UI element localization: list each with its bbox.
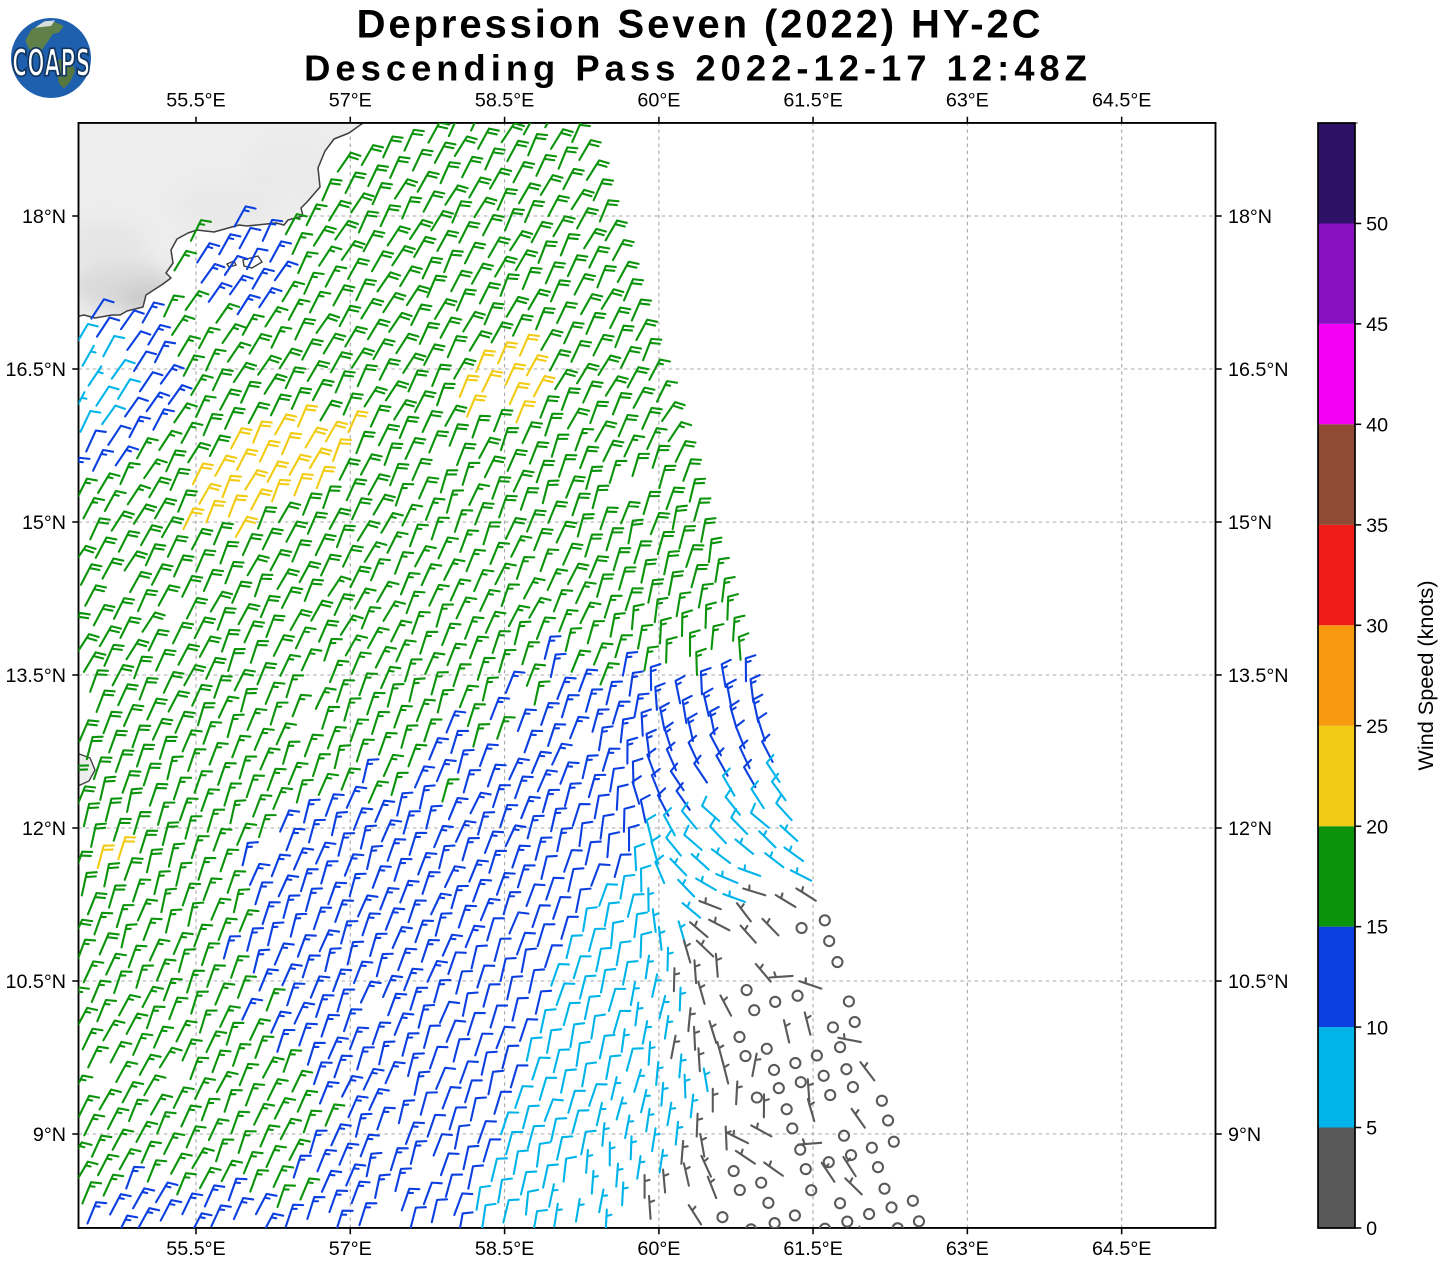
svg-text:50: 50 xyxy=(1366,214,1388,236)
svg-text:25: 25 xyxy=(1366,716,1388,738)
svg-text:13.5°N: 13.5°N xyxy=(1228,665,1289,687)
svg-text:63°E: 63°E xyxy=(946,1238,989,1260)
svg-text:64.5°E: 64.5°E xyxy=(1092,89,1151,111)
svg-text:12°N: 12°N xyxy=(22,818,66,840)
svg-text:10: 10 xyxy=(1366,1017,1388,1039)
svg-text:0: 0 xyxy=(1366,1218,1377,1240)
svg-text:18°N: 18°N xyxy=(22,206,66,228)
svg-text:20: 20 xyxy=(1366,816,1388,838)
svg-text:Wind Speed (knots): Wind Speed (knots) xyxy=(1413,580,1438,770)
svg-text:63°E: 63°E xyxy=(946,89,989,111)
svg-text:18°N: 18°N xyxy=(1228,206,1272,228)
svg-text:64.5°E: 64.5°E xyxy=(1092,1238,1151,1260)
svg-text:Depression Seven (2022) HY-2C: Depression Seven (2022) HY-2C xyxy=(357,3,1044,47)
svg-text:57°E: 57°E xyxy=(329,1238,372,1260)
svg-text:5: 5 xyxy=(1366,1118,1377,1140)
svg-text:15°N: 15°N xyxy=(22,512,66,534)
svg-text:15: 15 xyxy=(1366,917,1388,939)
svg-text:30: 30 xyxy=(1366,615,1388,637)
svg-text:13.5°N: 13.5°N xyxy=(5,665,66,687)
svg-text:9°N: 9°N xyxy=(1228,1124,1261,1146)
svg-text:61.5°E: 61.5°E xyxy=(783,1238,842,1260)
svg-text:Descending Pass 2022-12-17 12:: Descending Pass 2022-12-17 12:48Z xyxy=(304,47,1092,88)
svg-text:10.5°N: 10.5°N xyxy=(1228,971,1289,993)
svg-text:58.5°E: 58.5°E xyxy=(475,1238,534,1260)
svg-text:55.5°E: 55.5°E xyxy=(166,89,225,111)
svg-text:9°N: 9°N xyxy=(33,1124,66,1146)
svg-text:12°N: 12°N xyxy=(1228,818,1272,840)
svg-text:60°E: 60°E xyxy=(637,89,680,111)
svg-text:55.5°E: 55.5°E xyxy=(166,1238,225,1260)
svg-text:10.5°N: 10.5°N xyxy=(5,971,66,993)
svg-text:60°E: 60°E xyxy=(637,1238,680,1260)
svg-text:58.5°E: 58.5°E xyxy=(475,89,534,111)
svg-text:16.5°N: 16.5°N xyxy=(1228,359,1289,381)
svg-text:15°N: 15°N xyxy=(1228,512,1272,534)
svg-text:45: 45 xyxy=(1366,314,1388,336)
svg-text:40: 40 xyxy=(1366,415,1388,437)
svg-text:35: 35 xyxy=(1366,515,1388,537)
svg-text:61.5°E: 61.5°E xyxy=(783,89,842,111)
svg-text:57°E: 57°E xyxy=(329,89,372,111)
svg-text:16.5°N: 16.5°N xyxy=(5,359,66,381)
